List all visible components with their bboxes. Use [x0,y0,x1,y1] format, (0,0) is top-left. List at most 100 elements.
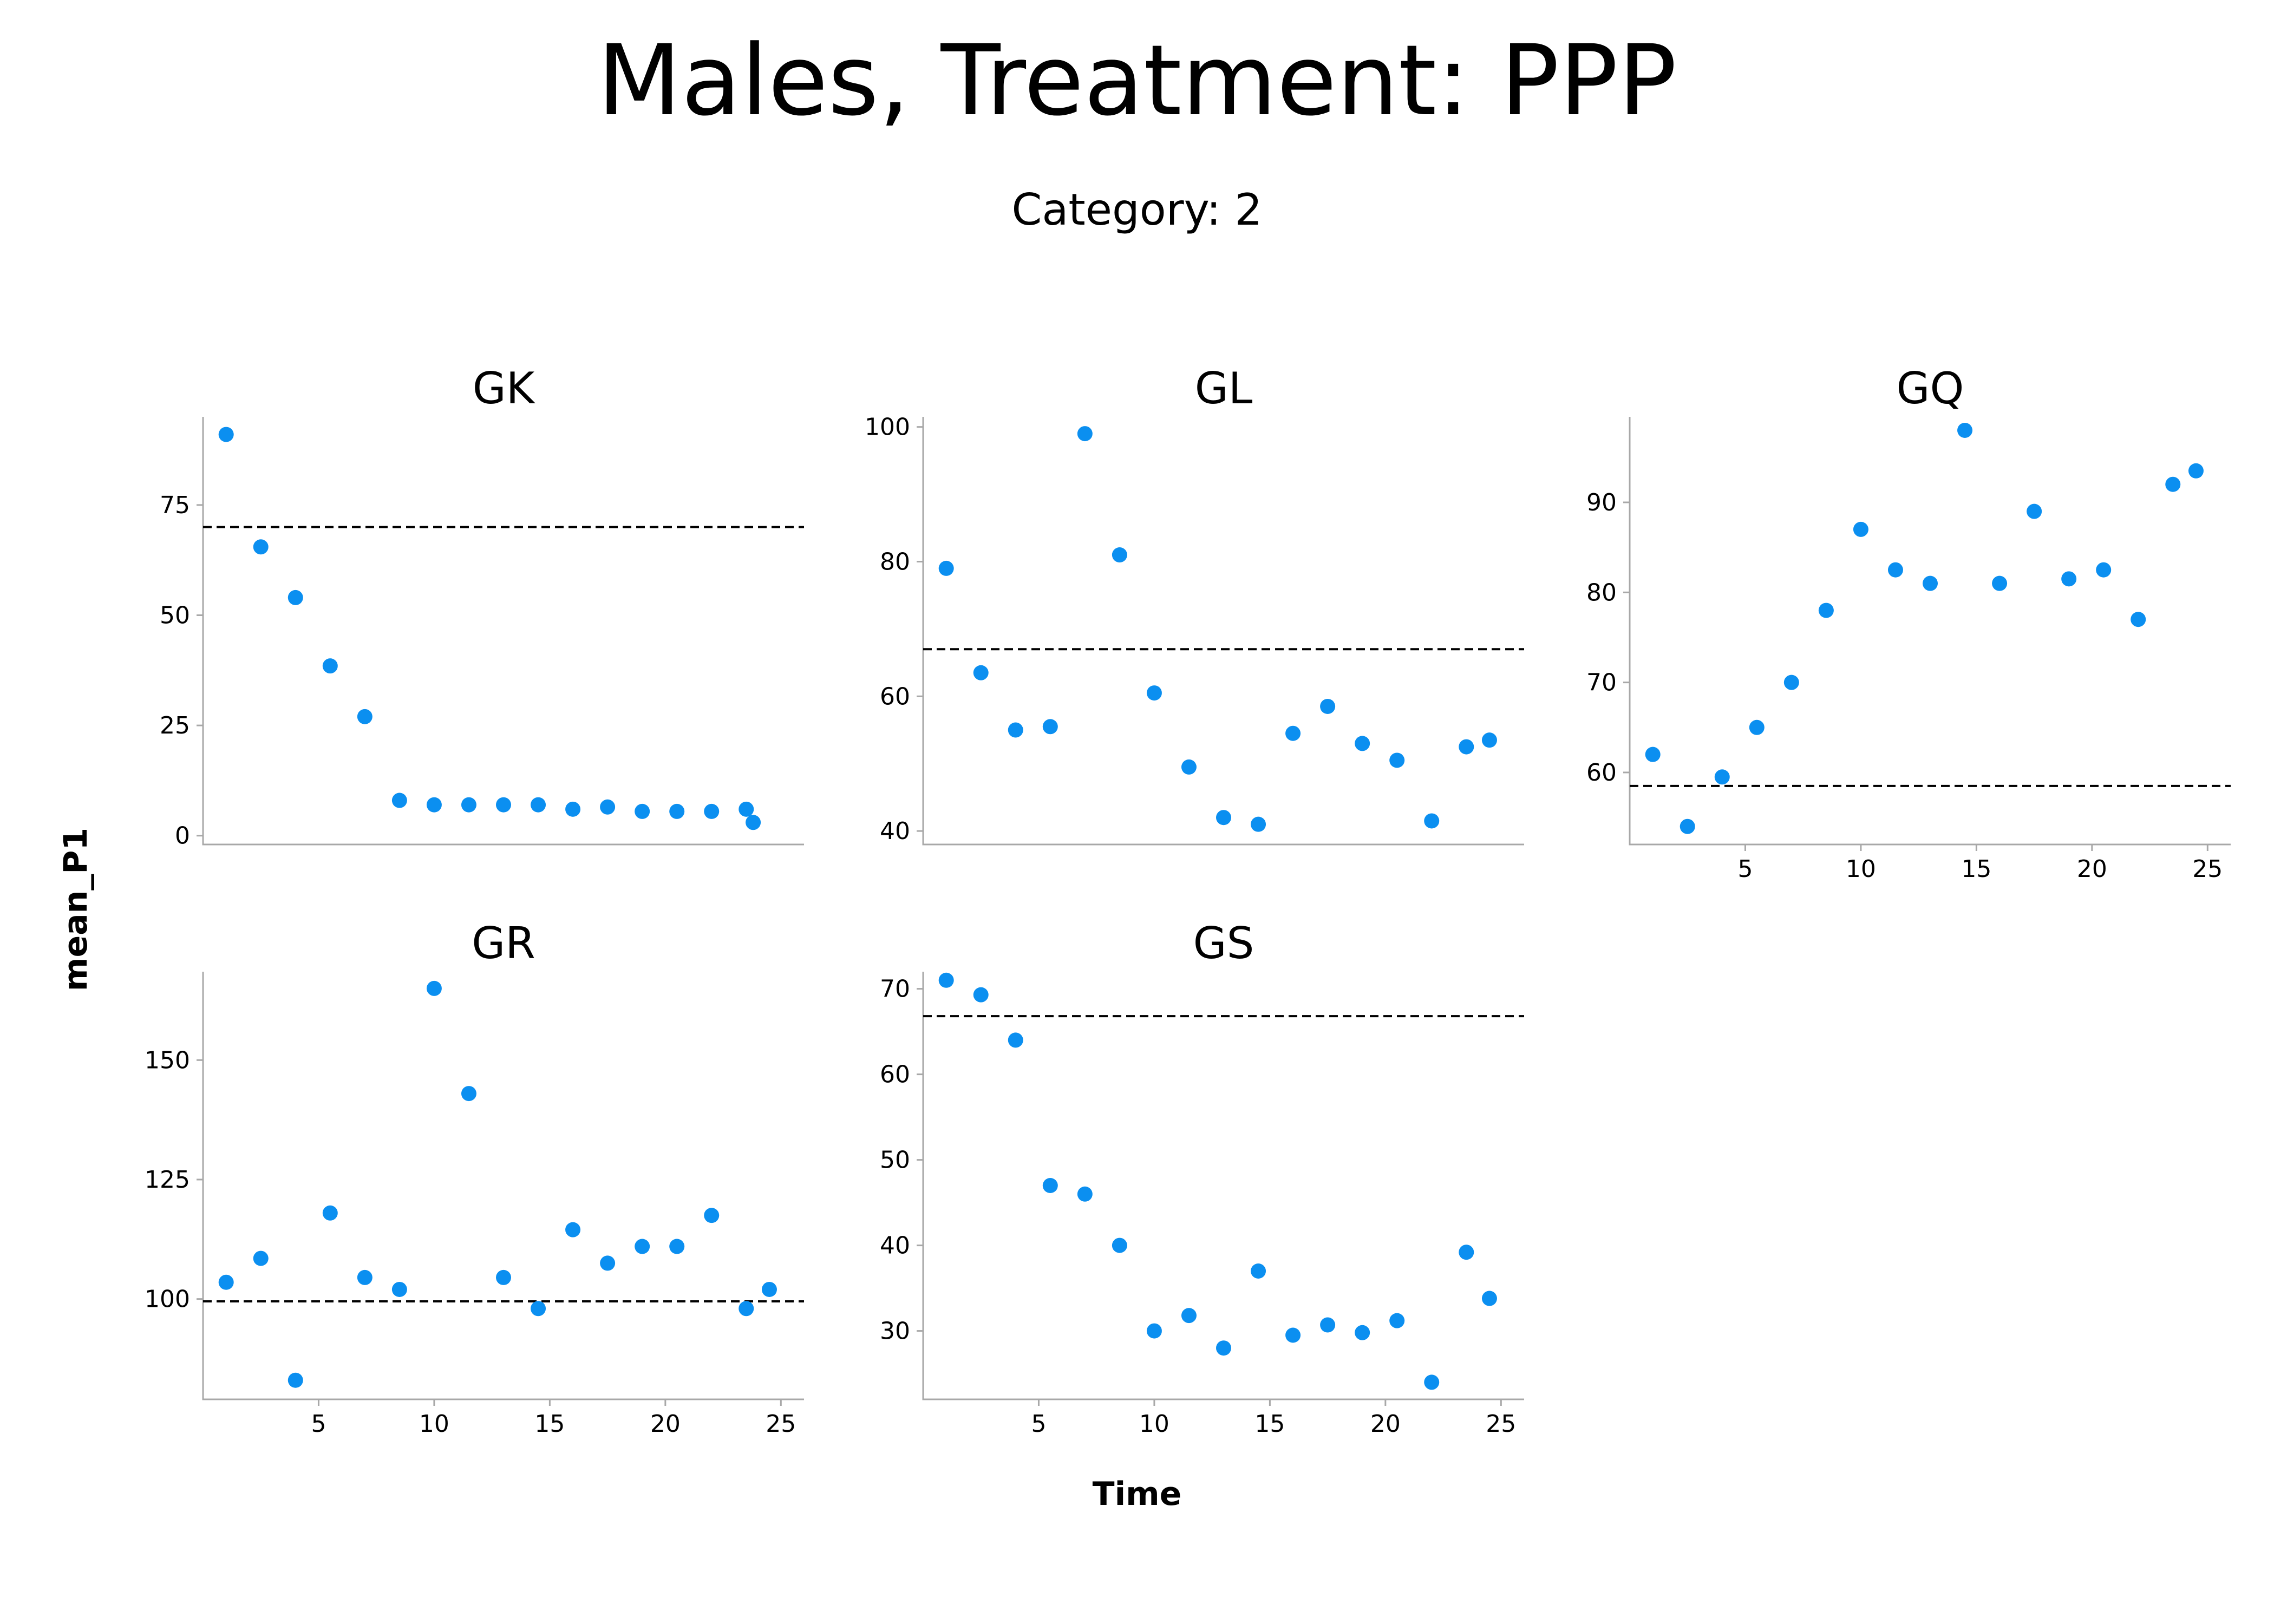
y-tick-label: 70 [880,975,910,1003]
data-point [1008,1032,1023,1048]
y-tick-label: 100 [865,414,910,441]
data-point [1992,575,2008,591]
chart-subtitle: Category: 2 [1011,185,1263,235]
axis-lines [1629,417,2231,846]
chart-title: Males, Treatment: PPP [597,24,1677,137]
x-tick-label: 25 [766,1410,796,1438]
data-point [1251,816,1266,832]
data-point [600,1255,616,1271]
data-point [461,1086,476,1102]
data-point [1251,1263,1266,1279]
y-tick-label: 30 [880,1318,910,1345]
data-point [739,801,754,817]
axis-lines [202,417,804,846]
panel-title: GL [1195,363,1253,414]
data-point [1355,1325,1370,1340]
y-tick-label: 150 [145,1046,190,1074]
x-tick-label: 25 [2192,855,2223,883]
data-point [1320,698,1336,714]
x-tick-label: 25 [1486,1410,1516,1438]
data-point [1680,818,1695,834]
x-tick-label: 15 [1961,855,1991,883]
data-point [1112,1237,1127,1253]
data-point [938,560,954,576]
data-point [218,427,234,442]
data-point [2188,463,2204,479]
y-tick-label: 90 [1586,489,1617,516]
panel-title: GK [473,363,536,414]
data-point [1424,813,1440,829]
y-tick-label: 60 [1586,759,1617,787]
panel-gs: GS 30 40 50 60 70 5 10 15 20 25 [880,918,1524,1438]
panel-gr: GR 100 125 150 5 10 15 20 25 [145,918,804,1438]
data-point [1481,1291,1497,1306]
data-point [669,1239,685,1254]
y-tick-label: 40 [880,1232,910,1260]
y-tick-label: 0 [175,822,190,850]
panel-gk: GK 0 25 50 75 [160,363,804,850]
y-tick-label: 40 [880,817,910,845]
data-point [2061,571,2077,587]
data-point [253,1250,269,1266]
y-tick-label: 60 [880,683,910,710]
data-point [1320,1317,1336,1333]
x-tick-label: 20 [2077,855,2107,883]
y-tick-label: 60 [880,1061,910,1089]
data-point [1146,1323,1162,1339]
data-point [1216,1340,1231,1356]
data-point [1077,1186,1093,1202]
data-point [704,803,720,819]
data-point [1389,1313,1405,1328]
data-point [1818,603,1834,618]
data-point [704,1208,720,1223]
x-tick-label: 20 [1370,1410,1401,1438]
data-point [391,1281,407,1297]
panel-title: GQ [1897,363,1964,414]
panel-gq: GQ 60 70 80 90 5 10 15 20 25 [1586,363,2231,883]
data-point [1008,722,1023,738]
data-point [1146,685,1162,701]
data-point [761,1281,777,1297]
x-tick-label: 15 [534,1410,565,1438]
data-point [1714,769,1730,785]
y-tick-label: 100 [145,1286,190,1313]
data-point [287,590,303,605]
data-point [426,980,442,996]
data-point [496,1269,511,1285]
y-tick-label: 25 [160,712,190,739]
data-point [1042,719,1058,735]
data-point [635,803,650,819]
data-point [973,665,989,680]
data-point [1042,1178,1058,1193]
data-point [253,539,269,555]
data-point [1424,1374,1440,1390]
data-point [1216,810,1231,826]
data-point [1077,426,1093,442]
data-point [1887,562,1903,578]
data-point [746,815,761,830]
y-tick-label: 50 [160,601,190,629]
y-tick-label: 80 [880,548,910,575]
x-tick-label: 10 [419,1410,449,1438]
data-point [1923,575,1938,591]
data-point [391,793,407,808]
x-tick-label: 20 [650,1410,681,1438]
data-point [1285,1327,1301,1343]
x-tick-label: 5 [1031,1410,1046,1438]
data-point [1355,736,1370,751]
axis-lines [922,972,1524,1400]
data-point [739,1301,754,1317]
x-tick-label: 10 [1846,855,1876,883]
data-point [1481,732,1497,748]
x-axis-title: Time [1092,1475,1182,1513]
data-point [2165,476,2181,492]
data-point [1853,521,1868,537]
data-point [2096,562,2112,578]
axis-lines [922,417,1524,846]
data-point [496,797,511,813]
data-point [1783,675,1799,690]
panel-title: GR [472,918,535,968]
data-point [531,1301,546,1317]
data-point [1181,1308,1197,1324]
data-point [973,987,989,1003]
